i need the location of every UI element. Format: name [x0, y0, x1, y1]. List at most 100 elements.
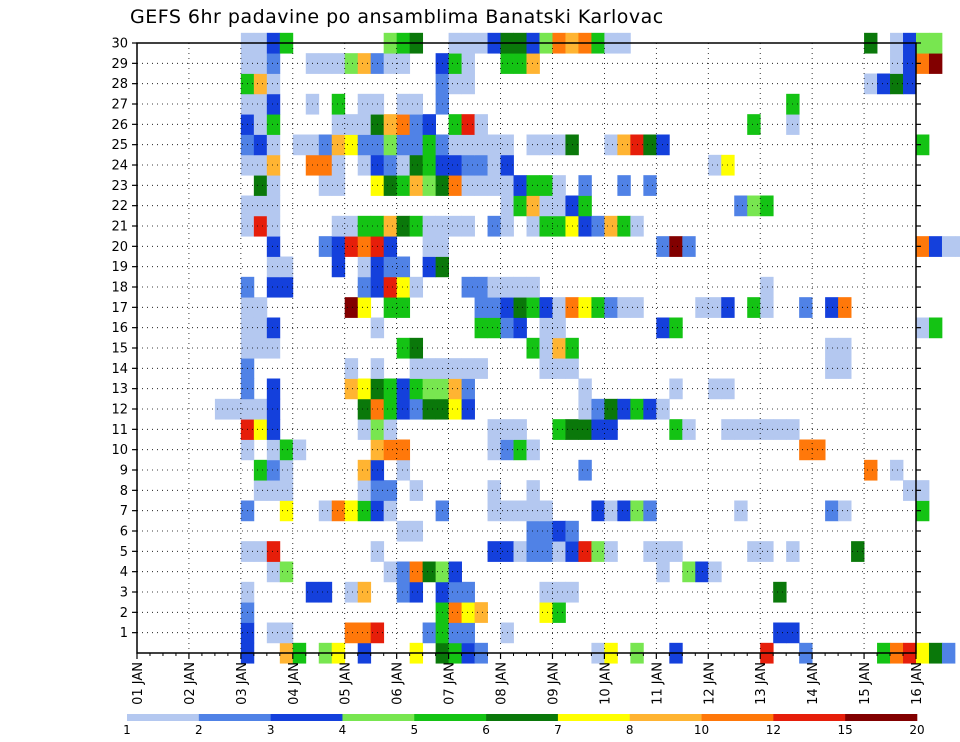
heatmap-cell	[825, 297, 839, 318]
y-tick-label: 1	[120, 626, 128, 641]
heatmap-cell	[513, 276, 527, 298]
heatmap-cell	[266, 276, 281, 298]
heatmap-cell	[422, 256, 437, 278]
heatmap-cell	[916, 32, 930, 54]
heatmap-cell	[552, 195, 566, 217]
heatmap-cell	[383, 134, 398, 156]
legend-swatch	[486, 714, 559, 721]
heatmap-cell	[253, 459, 268, 481]
x-tick-label: 16 JAN	[910, 662, 925, 705]
heatmap-cell	[487, 215, 501, 237]
heatmap-cell	[656, 134, 670, 156]
y-tick-label: 17	[111, 301, 128, 316]
heatmap-cell	[279, 480, 294, 501]
heatmap-cell	[279, 276, 294, 298]
heatmap-cell	[266, 398, 281, 420]
heatmap-cell	[513, 541, 527, 562]
y-tick-label: 18	[111, 281, 128, 296]
heatmap-cell	[812, 439, 826, 461]
heatmap-cell	[266, 256, 281, 278]
heatmap-cell	[578, 175, 592, 196]
heatmap-cell	[928, 53, 943, 74]
heatmap-cell	[266, 175, 281, 196]
heatmap-cell	[747, 297, 761, 318]
heatmap-cell	[461, 73, 475, 95]
heatmap-cell	[474, 276, 488, 298]
heatmap-cell	[513, 297, 527, 318]
heatmap-cell	[357, 581, 372, 603]
legend-swatch	[198, 714, 271, 721]
heatmap-cell	[903, 480, 917, 501]
heatmap-cell	[604, 541, 618, 562]
heatmap-cell	[669, 419, 683, 440]
heatmap-cell	[552, 602, 566, 623]
heatmap-cell	[578, 459, 592, 481]
heatmap-cell	[539, 297, 553, 318]
heatmap-cell	[890, 73, 904, 95]
y-tick-label: 14	[111, 362, 128, 377]
heatmap-cell	[617, 215, 631, 237]
heatmap-cell	[825, 337, 839, 359]
heatmap-cell	[357, 134, 372, 156]
heatmap-cell	[253, 317, 268, 339]
heatmap-cell	[487, 276, 501, 298]
heatmap-cell	[669, 378, 683, 400]
y-tick-label: 30	[111, 37, 128, 52]
heatmap-cell	[526, 439, 540, 461]
heatmap-cell	[253, 53, 268, 74]
heatmap-cell	[357, 378, 372, 400]
heatmap-cell	[591, 297, 605, 318]
heatmap-cell	[487, 480, 501, 501]
legend-label: 2	[195, 723, 203, 737]
heatmap-cell	[928, 32, 943, 54]
heatmap-cell	[344, 134, 359, 156]
heatmap-cell	[253, 93, 268, 115]
heatmap-cell	[864, 459, 878, 481]
heatmap-cell	[669, 541, 683, 562]
heatmap-cell	[266, 53, 281, 74]
y-tick-label: 6	[120, 525, 128, 540]
heatmap-cell	[396, 175, 411, 196]
heatmap-cell	[266, 134, 281, 156]
heatmap-cell	[253, 297, 268, 318]
heatmap-cell	[539, 581, 553, 603]
heatmap-cell	[253, 195, 268, 217]
heatmap-cell	[578, 398, 592, 420]
heatmap-cell	[760, 541, 774, 562]
heatmap-cell	[357, 622, 372, 644]
heatmap-cell	[383, 256, 398, 278]
heatmap-cell	[253, 419, 268, 440]
heatmap-cell	[552, 134, 566, 156]
heatmap-cell	[552, 175, 566, 196]
heatmap-cell	[487, 154, 501, 176]
heatmap-cell	[539, 134, 553, 156]
y-tick-label: 4	[120, 565, 128, 580]
heatmap-cell	[916, 317, 930, 339]
heatmap-cell	[448, 73, 462, 95]
heatmap-cell	[656, 236, 670, 257]
heatmap-cell	[383, 500, 398, 522]
heatmap-cell	[578, 541, 592, 562]
heatmap-cell	[838, 297, 852, 318]
heatmap-cell	[578, 215, 592, 237]
heatmap-cell	[253, 398, 268, 420]
heatmap-cell	[318, 134, 333, 156]
heatmap-cell	[708, 297, 722, 318]
x-tick-label: 14 JAN	[806, 662, 821, 705]
heatmap-cell	[331, 236, 346, 257]
heatmap-cell	[448, 378, 462, 400]
heatmap-cell	[682, 561, 696, 583]
heatmap-cell	[539, 541, 553, 562]
y-tick-label: 22	[111, 199, 128, 214]
y-tick-label: 29	[111, 57, 128, 72]
heatmap-cell	[253, 73, 268, 95]
heatmap-cell	[422, 622, 437, 644]
heatmap-cell	[578, 195, 592, 217]
x-tick-label: 09 JAN	[546, 662, 561, 705]
heatmap-cell	[487, 175, 501, 196]
heatmap-cell	[266, 337, 281, 359]
heatmap-cell	[747, 114, 761, 135]
y-tick-label: 13	[111, 382, 128, 397]
y-tick-label: 26	[111, 118, 128, 133]
x-tick-label: 08 JAN	[495, 662, 510, 705]
